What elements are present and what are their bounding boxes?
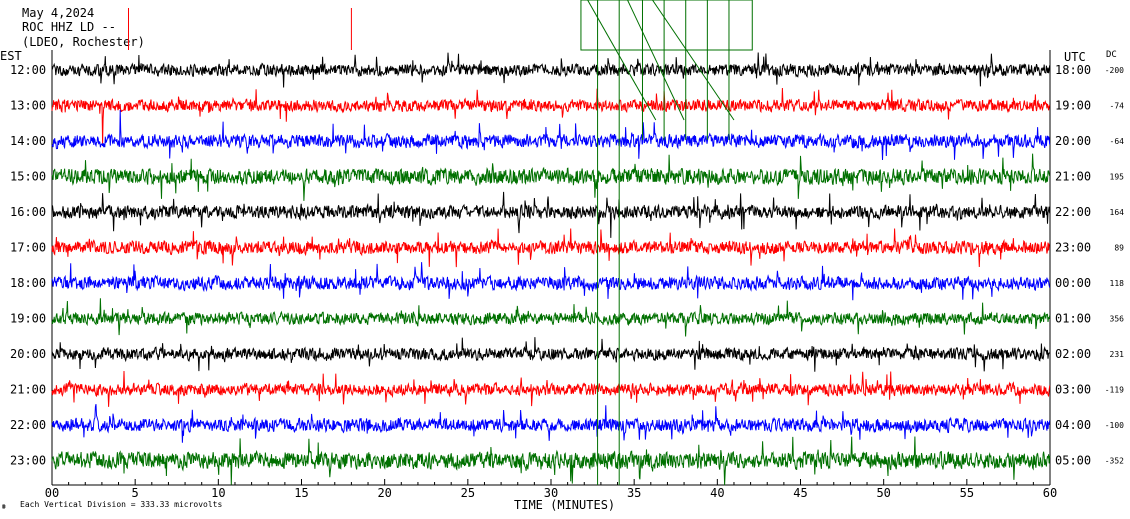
trace-1900 (51, 298, 1051, 337)
x-axis-group: 00 5 10 15 20 25 30 35 40 45 50 55 60 (45, 479, 1057, 500)
trace-1400 (51, 109, 1051, 161)
x-tick-label: 45 (793, 486, 807, 500)
est-time-label: 18:00 (10, 276, 46, 290)
utc-time-label: 21:00 (1055, 170, 1091, 184)
utc-time-label: 20:00 (1055, 134, 1091, 148)
x-tick-label: 15 (294, 486, 308, 500)
trace-2300 (51, 436, 1051, 486)
x-tick-label: 5 (132, 486, 139, 500)
est-header: EST (0, 49, 22, 63)
network-label: (LDEO, Rochester) (22, 35, 145, 49)
trace-1200 (51, 52, 1051, 88)
utc-time-label: 00:00 (1055, 276, 1091, 290)
event-marker-diagonal (627, 0, 685, 121)
event-marker-diagonal (587, 0, 657, 121)
date-title: May 4,2024 (22, 6, 94, 20)
row-label-group: 12:00 18:00 -200 13:00 19:00 -74 14:00 20:00 -64… (10, 63, 1124, 468)
dc-offset-label: -74 (1110, 102, 1125, 111)
x-axis-title: TIME (MINUTES) (514, 498, 615, 512)
x-tick-label: 30 (544, 486, 558, 500)
utc-time-label: 02:00 (1055, 347, 1091, 361)
dc-offset-label: 195 (1110, 173, 1125, 182)
x-tick-label: 35 (627, 486, 641, 500)
scale-icon: ⩩ (2, 503, 6, 511)
dc-offset-label: -200 (1105, 66, 1124, 75)
utc-time-label: 22:00 (1055, 205, 1091, 219)
x-tick-label: 55 (960, 486, 974, 500)
est-time-label: 17:00 (10, 241, 46, 255)
est-time-label: 16:00 (10, 205, 46, 219)
est-time-label: 12:00 (10, 63, 46, 77)
x-tick-label: 60 (1043, 486, 1057, 500)
trace-2000 (51, 337, 1050, 372)
vertical-division-note: Each Vertical Division = 333.33 microvol… (20, 500, 222, 509)
x-tick-label: 50 (876, 486, 890, 500)
event-marker-group (128, 0, 753, 485)
dc-offset-label: -119 (1105, 386, 1124, 395)
utc-time-label: 19:00 (1055, 99, 1091, 113)
dc-offset-label: 118 (1110, 279, 1125, 288)
trace-group (51, 52, 1051, 486)
utc-time-label: 03:00 (1055, 383, 1091, 397)
dc-offset-label: 231 (1110, 350, 1125, 359)
dc-offset-label: -64 (1110, 137, 1125, 146)
trace-1600 (51, 191, 1051, 238)
est-time-label: 14:00 (10, 134, 46, 148)
x-tick-label: 10 (211, 486, 225, 500)
trace-2100 (51, 370, 1051, 407)
trace-1300 (51, 87, 1051, 146)
dc-offset-label: -352 (1105, 457, 1124, 466)
utc-time-label: 18:00 (1055, 63, 1091, 77)
event-marker-box (580, 0, 753, 51)
est-time-label: 23:00 (10, 454, 46, 468)
x-tick-label: 40 (710, 486, 724, 500)
trace-1500 (51, 153, 1051, 201)
est-time-label: 21:00 (10, 383, 46, 397)
event-marker-diagonal (652, 0, 735, 121)
station-label: ROC HHZ LD -- (22, 20, 116, 34)
utc-time-label: 01:00 (1055, 312, 1091, 326)
utc-time-label: 23:00 (1055, 241, 1091, 255)
x-tick-label: 20 (377, 486, 391, 500)
dc-header: DC (1106, 50, 1117, 60)
utc-time-label: 04:00 (1055, 418, 1091, 432)
dc-offset-label: 164 (1110, 208, 1125, 217)
dc-offset-label: -100 (1105, 421, 1124, 430)
est-time-label: 13:00 (10, 99, 46, 113)
x-tick-label: 25 (461, 486, 475, 500)
dc-offset-label: 356 (1110, 315, 1125, 324)
est-time-label: 22:00 (10, 418, 46, 432)
est-time-label: 19:00 (10, 312, 46, 326)
trace-2200 (51, 403, 1051, 443)
trace-1800 (51, 262, 1051, 301)
est-time-label: 15:00 (10, 170, 46, 184)
utc-header: UTC (1064, 50, 1086, 64)
est-time-label: 20:00 (10, 347, 46, 361)
x-tick-label: 00 (45, 486, 59, 500)
dc-offset-label: 89 (1114, 244, 1124, 253)
utc-time-label: 05:00 (1055, 454, 1091, 468)
trace-1700 (51, 228, 1051, 268)
